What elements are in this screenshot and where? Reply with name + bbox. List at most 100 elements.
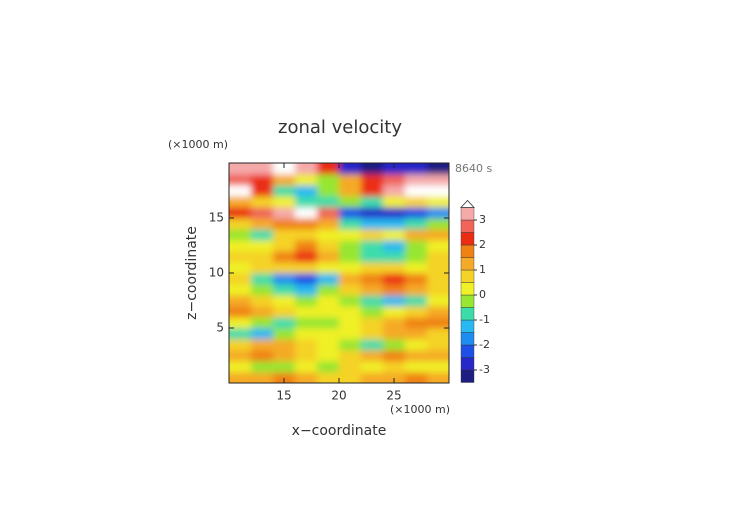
contour-cell <box>229 251 252 263</box>
contour-cell <box>229 328 252 340</box>
contour-cell <box>317 295 340 307</box>
contour-cell <box>383 262 406 274</box>
contour-cell <box>317 273 340 285</box>
contour-cell <box>317 251 340 263</box>
y-tick-label: 15 <box>209 211 224 225</box>
contour-cell <box>229 273 252 285</box>
x-tick-label: 15 <box>276 389 291 403</box>
contour-cell <box>317 218 340 230</box>
contour-cell <box>229 185 252 197</box>
contour-cell <box>229 196 252 208</box>
contour-cell <box>427 350 449 362</box>
contour-cell <box>229 317 252 329</box>
contour-cell <box>317 196 340 208</box>
contour-cell <box>251 196 274 208</box>
contour-cell <box>295 207 318 219</box>
colorbar-segment <box>460 244 475 258</box>
contour-cell <box>229 174 252 186</box>
colorbar-segment <box>460 319 475 333</box>
colorbar-segment <box>460 282 475 296</box>
contour-cell <box>229 229 252 241</box>
contour-cell <box>383 350 406 362</box>
contour-cell <box>361 273 384 285</box>
contour-cell <box>251 218 274 230</box>
contour-cell <box>251 372 274 383</box>
contour-cell <box>405 339 428 351</box>
contour-cell <box>295 240 318 252</box>
contour-cell <box>295 229 318 241</box>
contour-cell <box>383 185 406 197</box>
contour-cell <box>251 207 274 219</box>
contour-cell <box>339 328 362 340</box>
contour-cell <box>273 174 296 186</box>
contour-cell <box>295 339 318 351</box>
contour-cell <box>427 163 449 175</box>
contour-cell <box>383 218 406 230</box>
contour-cell <box>295 295 318 307</box>
contour-cell <box>427 262 449 274</box>
colorbar-segment <box>460 307 475 321</box>
contour-cell <box>383 306 406 318</box>
contour-cell <box>339 284 362 296</box>
contour-cell <box>361 251 384 263</box>
contour-cell <box>405 218 428 230</box>
contour-cell <box>361 372 384 383</box>
contour-cell <box>383 361 406 373</box>
colorbar-tick-label: 1 <box>479 263 486 276</box>
contour-cell <box>405 240 428 252</box>
contour-cell <box>427 273 449 285</box>
contour-cell <box>317 185 340 197</box>
x-axis-label: x−coordinate <box>292 423 387 439</box>
chart-title: zonal velocity <box>278 117 402 138</box>
contour-cell <box>405 306 428 318</box>
colorbar-segment <box>460 269 475 283</box>
contour-cell <box>339 196 362 208</box>
contour-cell <box>273 372 296 383</box>
contour-cell <box>383 273 406 285</box>
contour-cell <box>405 273 428 285</box>
contour-cell <box>361 317 384 329</box>
contour-cell <box>229 163 252 175</box>
contour-cell <box>339 273 362 285</box>
colorbar-tick-label: -3 <box>479 363 490 376</box>
field-cells <box>229 163 449 383</box>
contour-cell <box>317 163 340 175</box>
contour-cell <box>273 262 296 274</box>
contour-cell <box>427 306 449 318</box>
contour-cell <box>339 295 362 307</box>
contour-cell <box>427 317 449 329</box>
contour-cell <box>317 229 340 241</box>
contour-cell <box>383 240 406 252</box>
time-label: 8640 s <box>455 162 492 175</box>
x-tick-label: 20 <box>331 389 346 403</box>
contour-cell <box>427 207 449 219</box>
contour-cell <box>251 240 274 252</box>
contour-cell <box>273 306 296 318</box>
contour-cell <box>405 295 428 307</box>
contour-cell <box>427 218 449 230</box>
colorbar-segment <box>460 369 475 383</box>
contour-cell <box>361 163 384 175</box>
contour-cell <box>339 174 362 186</box>
contour-cell <box>273 317 296 329</box>
contour-cell <box>405 350 428 362</box>
contour-cell <box>295 372 318 383</box>
y-tick-label: 5 <box>216 321 224 335</box>
contour-cell <box>339 262 362 274</box>
contour-cell <box>251 163 274 175</box>
contour-cell <box>317 317 340 329</box>
contour-cell <box>339 339 362 351</box>
contour-cell <box>427 196 449 208</box>
contour-cell <box>273 196 296 208</box>
contour-cell <box>317 372 340 383</box>
contour-cell <box>295 163 318 175</box>
contour-cell <box>339 240 362 252</box>
contour-cell <box>251 317 274 329</box>
contour-cell <box>273 163 296 175</box>
contour-cell <box>317 339 340 351</box>
colorbar-tick-label: 2 <box>479 238 486 251</box>
contour-cell <box>295 350 318 362</box>
x-unit: (×1000 m) <box>390 403 450 416</box>
contour-cell <box>317 240 340 252</box>
contour-cell <box>427 361 449 373</box>
